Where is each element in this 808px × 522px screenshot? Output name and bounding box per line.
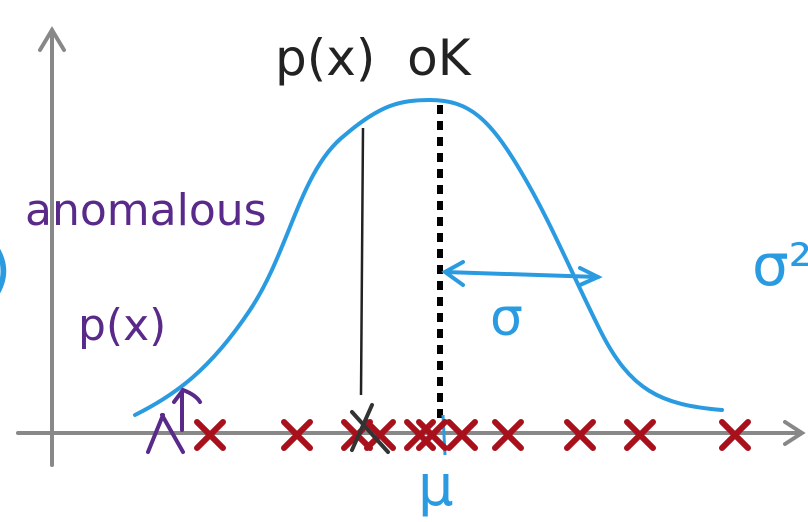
anomalous-px-label: p(x) [78, 300, 166, 351]
data-point-cross [719, 419, 751, 451]
gaussian-curve [133, 97, 724, 417]
sigma-squared-label: σ² [752, 231, 808, 299]
data-point-cross [281, 419, 313, 451]
test-point-cross [350, 403, 390, 454]
anomaly-point [146, 387, 202, 454]
data-point-cross [404, 419, 436, 451]
data-point-cross [624, 419, 656, 451]
test-point-line [359, 127, 365, 396]
x-axis-arrowhead [783, 420, 806, 446]
data-point-cross [492, 419, 524, 451]
y-axis-arrowhead [38, 26, 66, 52]
data-point-cross [446, 419, 478, 451]
data-point-cross [564, 419, 596, 451]
ok-label: p(x) oK [275, 29, 472, 87]
sigma-label: σ [490, 288, 523, 348]
left-edge-paren: ) [0, 235, 11, 305]
data-point-cross [194, 419, 226, 451]
axes [16, 26, 806, 467]
data-point-cross [364, 419, 396, 451]
anomalous-label: anomalous [25, 185, 267, 236]
sigma-arrow [441, 260, 603, 287]
data-point-cross [416, 419, 448, 451]
mu-label: μ [418, 454, 454, 519]
